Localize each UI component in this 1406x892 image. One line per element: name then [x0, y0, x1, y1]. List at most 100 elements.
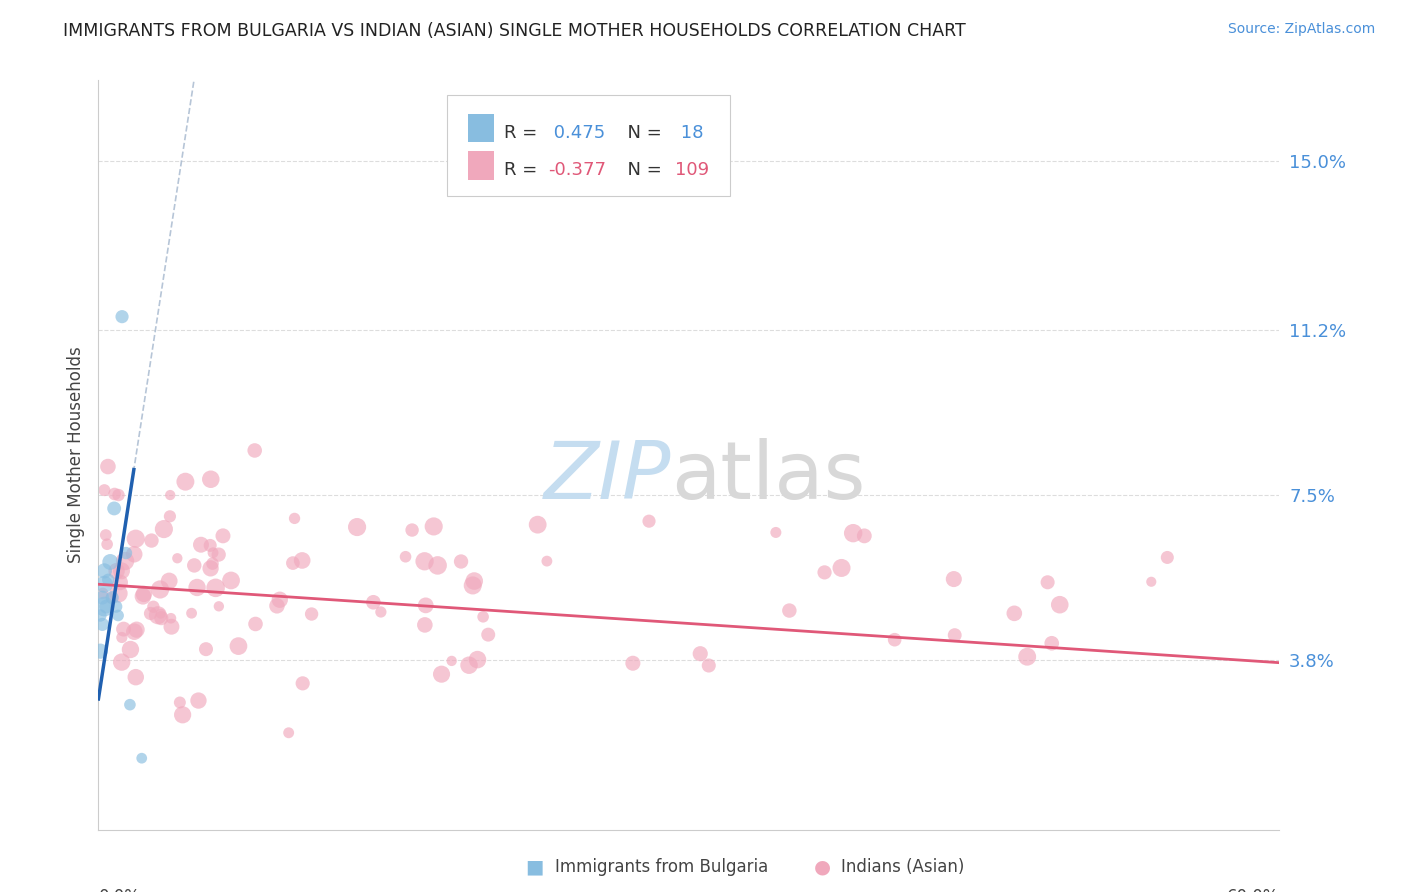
Text: ●: ●: [814, 857, 831, 877]
Point: [430, 667, 453, 681]
Point: [1140, 574, 1163, 589]
Point: [198, 538, 221, 552]
Point: [101, 591, 124, 605]
Point: [108, 575, 131, 590]
Point: [107, 488, 129, 502]
Point: [477, 627, 499, 641]
Text: 0.0%: 0.0%: [98, 888, 141, 892]
Point: [132, 590, 155, 604]
Point: [621, 657, 644, 671]
Point: [401, 523, 423, 537]
Text: 109: 109: [675, 161, 709, 179]
Point: [394, 549, 416, 564]
Point: [159, 509, 181, 524]
Point: [1002, 607, 1025, 621]
Point: [461, 578, 484, 592]
Point: [105, 564, 128, 578]
Point: [266, 599, 288, 613]
Point: [91, 591, 114, 605]
Point: [142, 599, 165, 614]
Point: [200, 472, 222, 486]
Text: R =: R =: [503, 124, 543, 142]
Point: [208, 599, 231, 614]
Y-axis label: Single Mother Households: Single Mother Households: [66, 347, 84, 563]
Text: 0.475: 0.475: [548, 124, 606, 142]
Point: [697, 658, 720, 673]
Point: [125, 670, 148, 684]
Point: [93, 599, 115, 614]
Point: [1040, 636, 1063, 650]
Point: [212, 529, 235, 543]
Point: [942, 572, 965, 586]
Point: [125, 623, 148, 637]
Point: [689, 647, 711, 661]
Point: [638, 514, 661, 528]
Point: [139, 607, 162, 621]
Point: [813, 566, 835, 580]
Point: [291, 553, 314, 567]
Text: Source: ZipAtlas.com: Source: ZipAtlas.com: [1227, 22, 1375, 37]
Point: [89, 644, 111, 658]
Point: [243, 443, 266, 458]
Point: [112, 622, 135, 636]
Point: [831, 561, 853, 575]
Text: ■: ■: [524, 857, 544, 877]
Point: [153, 522, 176, 536]
Point: [190, 538, 212, 552]
Point: [526, 517, 548, 532]
Text: Immigrants from Bulgaria: Immigrants from Bulgaria: [555, 858, 769, 876]
Point: [281, 556, 304, 570]
Point: [201, 557, 224, 571]
Point: [277, 725, 299, 739]
Point: [463, 574, 485, 588]
Text: atlas: atlas: [671, 438, 866, 516]
Point: [472, 609, 495, 624]
Point: [107, 608, 129, 623]
Point: [93, 483, 115, 497]
Point: [96, 537, 118, 551]
Point: [100, 591, 122, 605]
Point: [149, 582, 172, 597]
Point: [159, 488, 181, 502]
Point: [363, 595, 385, 609]
Point: [200, 561, 222, 575]
Point: [1036, 575, 1059, 590]
Point: [883, 632, 905, 647]
Point: [440, 654, 463, 668]
Point: [450, 554, 472, 568]
Point: [174, 475, 197, 489]
Text: IMMIGRANTS FROM BULGARIA VS INDIAN (ASIAN) SINGLE MOTHER HOUSEHOLDS CORRELATION : IMMIGRANTS FROM BULGARIA VS INDIAN (ASIA…: [63, 22, 966, 40]
Point: [157, 574, 180, 588]
Point: [169, 696, 191, 710]
Point: [842, 526, 865, 541]
Point: [415, 599, 437, 613]
Point: [245, 617, 267, 632]
Point: [111, 631, 134, 645]
Point: [1049, 598, 1071, 612]
Point: [91, 586, 114, 600]
Point: [120, 642, 142, 657]
Point: [426, 558, 449, 573]
Point: [228, 639, 250, 653]
Point: [122, 547, 145, 561]
Point: [413, 554, 436, 568]
Point: [103, 487, 125, 501]
Point: [208, 548, 231, 562]
Text: Indians (Asian): Indians (Asian): [841, 858, 965, 876]
Point: [269, 592, 291, 607]
Point: [180, 606, 202, 620]
Point: [107, 586, 129, 600]
Point: [125, 532, 148, 546]
Point: [131, 751, 153, 765]
Text: -0.377: -0.377: [548, 161, 606, 179]
Point: [283, 511, 305, 525]
Point: [94, 528, 117, 542]
Text: 18: 18: [675, 124, 703, 142]
Point: [105, 599, 128, 614]
Point: [110, 564, 132, 578]
Point: [111, 310, 134, 324]
Point: [291, 676, 314, 690]
Point: [183, 558, 205, 573]
Point: [346, 520, 368, 534]
Point: [172, 707, 194, 722]
